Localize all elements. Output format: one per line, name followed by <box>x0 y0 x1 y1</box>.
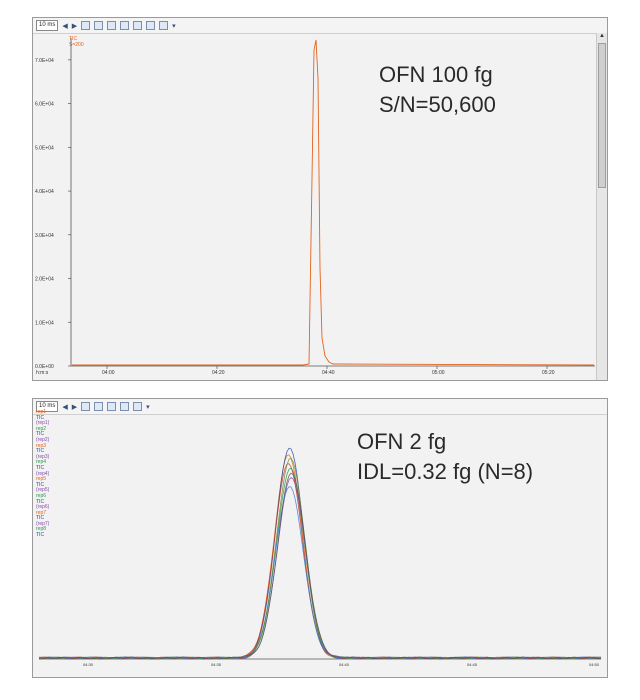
legend-entry: (rep2) <box>36 436 50 443</box>
legend-entry: rep2 <box>36 425 47 432</box>
legend-entry-s: S=200 <box>69 41 84 48</box>
layout-icon[interactable] <box>146 21 156 30</box>
chart-icon[interactable] <box>120 402 130 411</box>
next-arrow-icon[interactable]: ▶ <box>71 403 78 411</box>
copy-icon[interactable] <box>94 21 104 30</box>
refresh-icon[interactable] <box>107 21 117 30</box>
x-tick-label: 04:20 <box>212 370 225 376</box>
zoom-icon[interactable] <box>107 402 117 411</box>
x-tick-label: 05:20 <box>542 370 555 376</box>
legend-entry: (rep7) <box>36 520 50 527</box>
legend-entry: TIC <box>36 481 45 488</box>
chromatogram-toolbar: 10 ms ◀ ▶ ▾ <box>33 18 607 34</box>
zoom-icon[interactable] <box>120 21 130 30</box>
legend-entry: (rep4) <box>36 470 50 477</box>
replicate-trace <box>38 486 602 660</box>
y-tick-label: 6.0E+04 <box>35 102 54 108</box>
copy-icon[interactable] <box>94 402 104 411</box>
annotation-idl: IDL=0.32 fg (N=8) <box>357 459 534 484</box>
replicate-trace <box>38 467 602 660</box>
x-tick-label: 04:30 <box>83 662 94 667</box>
y-tick-label: 5.0E+04 <box>35 145 54 151</box>
layout-icon[interactable] <box>133 402 143 411</box>
y-tick-label: 0.0E+00 <box>35 364 54 370</box>
replicate-trace <box>38 472 601 660</box>
legend-entry: rep6 <box>36 492 47 499</box>
dropdown-icon[interactable]: ▾ <box>146 403 150 411</box>
annotation-sample: OFN 2 fg <box>357 429 447 454</box>
legend-entry: TIC <box>36 515 45 522</box>
scroll-up-icon[interactable]: ▲ <box>599 33 605 39</box>
y-tick-label: 2.0E+04 <box>35 277 54 283</box>
chart-icon[interactable] <box>133 21 143 30</box>
x-tick-label: 04:00 <box>102 370 115 376</box>
vertical-scrollbar[interactable]: ▲ <box>596 33 607 380</box>
grid-icon[interactable] <box>159 21 169 30</box>
legend-entry: rep3 <box>36 442 47 449</box>
legend-entry: rep8 <box>36 526 47 533</box>
tic-chromatogram-plot: 0.0E+00 1.0E+04 2.0E+04 3.0E+04 4.0E+04 5.0E+… <box>35 38 595 376</box>
replicate-trace <box>38 457 602 660</box>
y-tick-label: 4.0E+04 <box>35 189 54 195</box>
annotation-sample: OFN 100 fg <box>379 62 493 87</box>
annotation-sn: S/N=50,600 <box>379 92 496 117</box>
peak-annotation: OFN 100 fg S/N=50,600 <box>379 60 496 120</box>
legend-entry: rep5 <box>36 476 47 483</box>
y-tick-label: 3.0E+04 <box>35 233 54 239</box>
legend-entry: (rep5) <box>36 487 50 494</box>
y-tick-label: 7.0E+04 <box>35 58 54 64</box>
replicate-trace <box>39 476 601 660</box>
scan-rate-select[interactable]: 10 ms <box>36 401 59 412</box>
previous-arrow-icon[interactable]: ◀ <box>62 403 68 411</box>
legend-entry: (rep6) <box>36 504 50 511</box>
chromatogram-toolbar: 10 ms ◀ ▶ ▾ <box>33 399 607 415</box>
legend-entry: (rep3) <box>36 453 50 460</box>
trace-legend: TIC S=200 <box>69 36 84 48</box>
x-tick-label: 04:40 <box>339 662 350 667</box>
chromatogram-panel-top: 10 ms ◀ ▶ ▾ ▲ TIC S=200 0.0E+00 1.0E+04 2.… <box>32 17 608 381</box>
legend-entry: TIC <box>36 464 45 471</box>
legend-entry: TIC <box>36 498 45 505</box>
next-arrow-icon[interactable]: ▶ <box>71 22 78 30</box>
x-tick-label: 04:45 <box>467 662 478 667</box>
save-icon[interactable] <box>81 402 91 411</box>
legend-entry: (rep1) <box>36 420 50 427</box>
x-tick-label: 05:00 <box>432 370 445 376</box>
chromatogram-panel-bottom: 10 ms ◀ ▶ ▾ rep1 TIC (rep1) rep2 TIC (rep2) re… <box>32 398 608 678</box>
y-tick-label: 1.0E+04 <box>35 320 54 326</box>
x-tick-label: 04:50 <box>589 662 600 667</box>
tic-trace <box>72 39 595 366</box>
scrollbar-thumb[interactable] <box>598 43 606 188</box>
x-tick-label: 04:35 <box>211 662 222 667</box>
x-tick-label: 04:40 <box>322 370 335 376</box>
legend-entry-tic: TIC <box>69 36 78 42</box>
scan-rate-select[interactable]: 10 ms <box>36 20 59 31</box>
peak-annotation: OFN 2 fg IDL=0.32 fg (N=8) <box>357 427 533 487</box>
legend-entry: TIC <box>36 431 45 438</box>
trace-legend: rep1 TIC (rep1) rep2 TIC (rep2) rep3 TIC (rep3) r… <box>36 409 50 539</box>
legend-entry: TIC <box>36 448 45 455</box>
previous-arrow-icon[interactable]: ◀ <box>62 22 68 30</box>
legend-entry: rep4 <box>36 459 47 466</box>
dropdown-icon[interactable]: ▾ <box>172 22 176 30</box>
legend-entry: TIC <box>36 414 45 421</box>
legend-entry: rep1 <box>36 409 47 415</box>
legend-entry: TIC <box>36 532 45 539</box>
legend-entry: rep7 <box>36 509 47 516</box>
x-unit-label: h:m:s <box>36 370 49 376</box>
replicate-overlay-plot: 04:30 04:35 04:40 04:45 04:50 <box>38 447 602 667</box>
save-icon[interactable] <box>81 21 91 30</box>
replicate-trace <box>38 463 602 660</box>
